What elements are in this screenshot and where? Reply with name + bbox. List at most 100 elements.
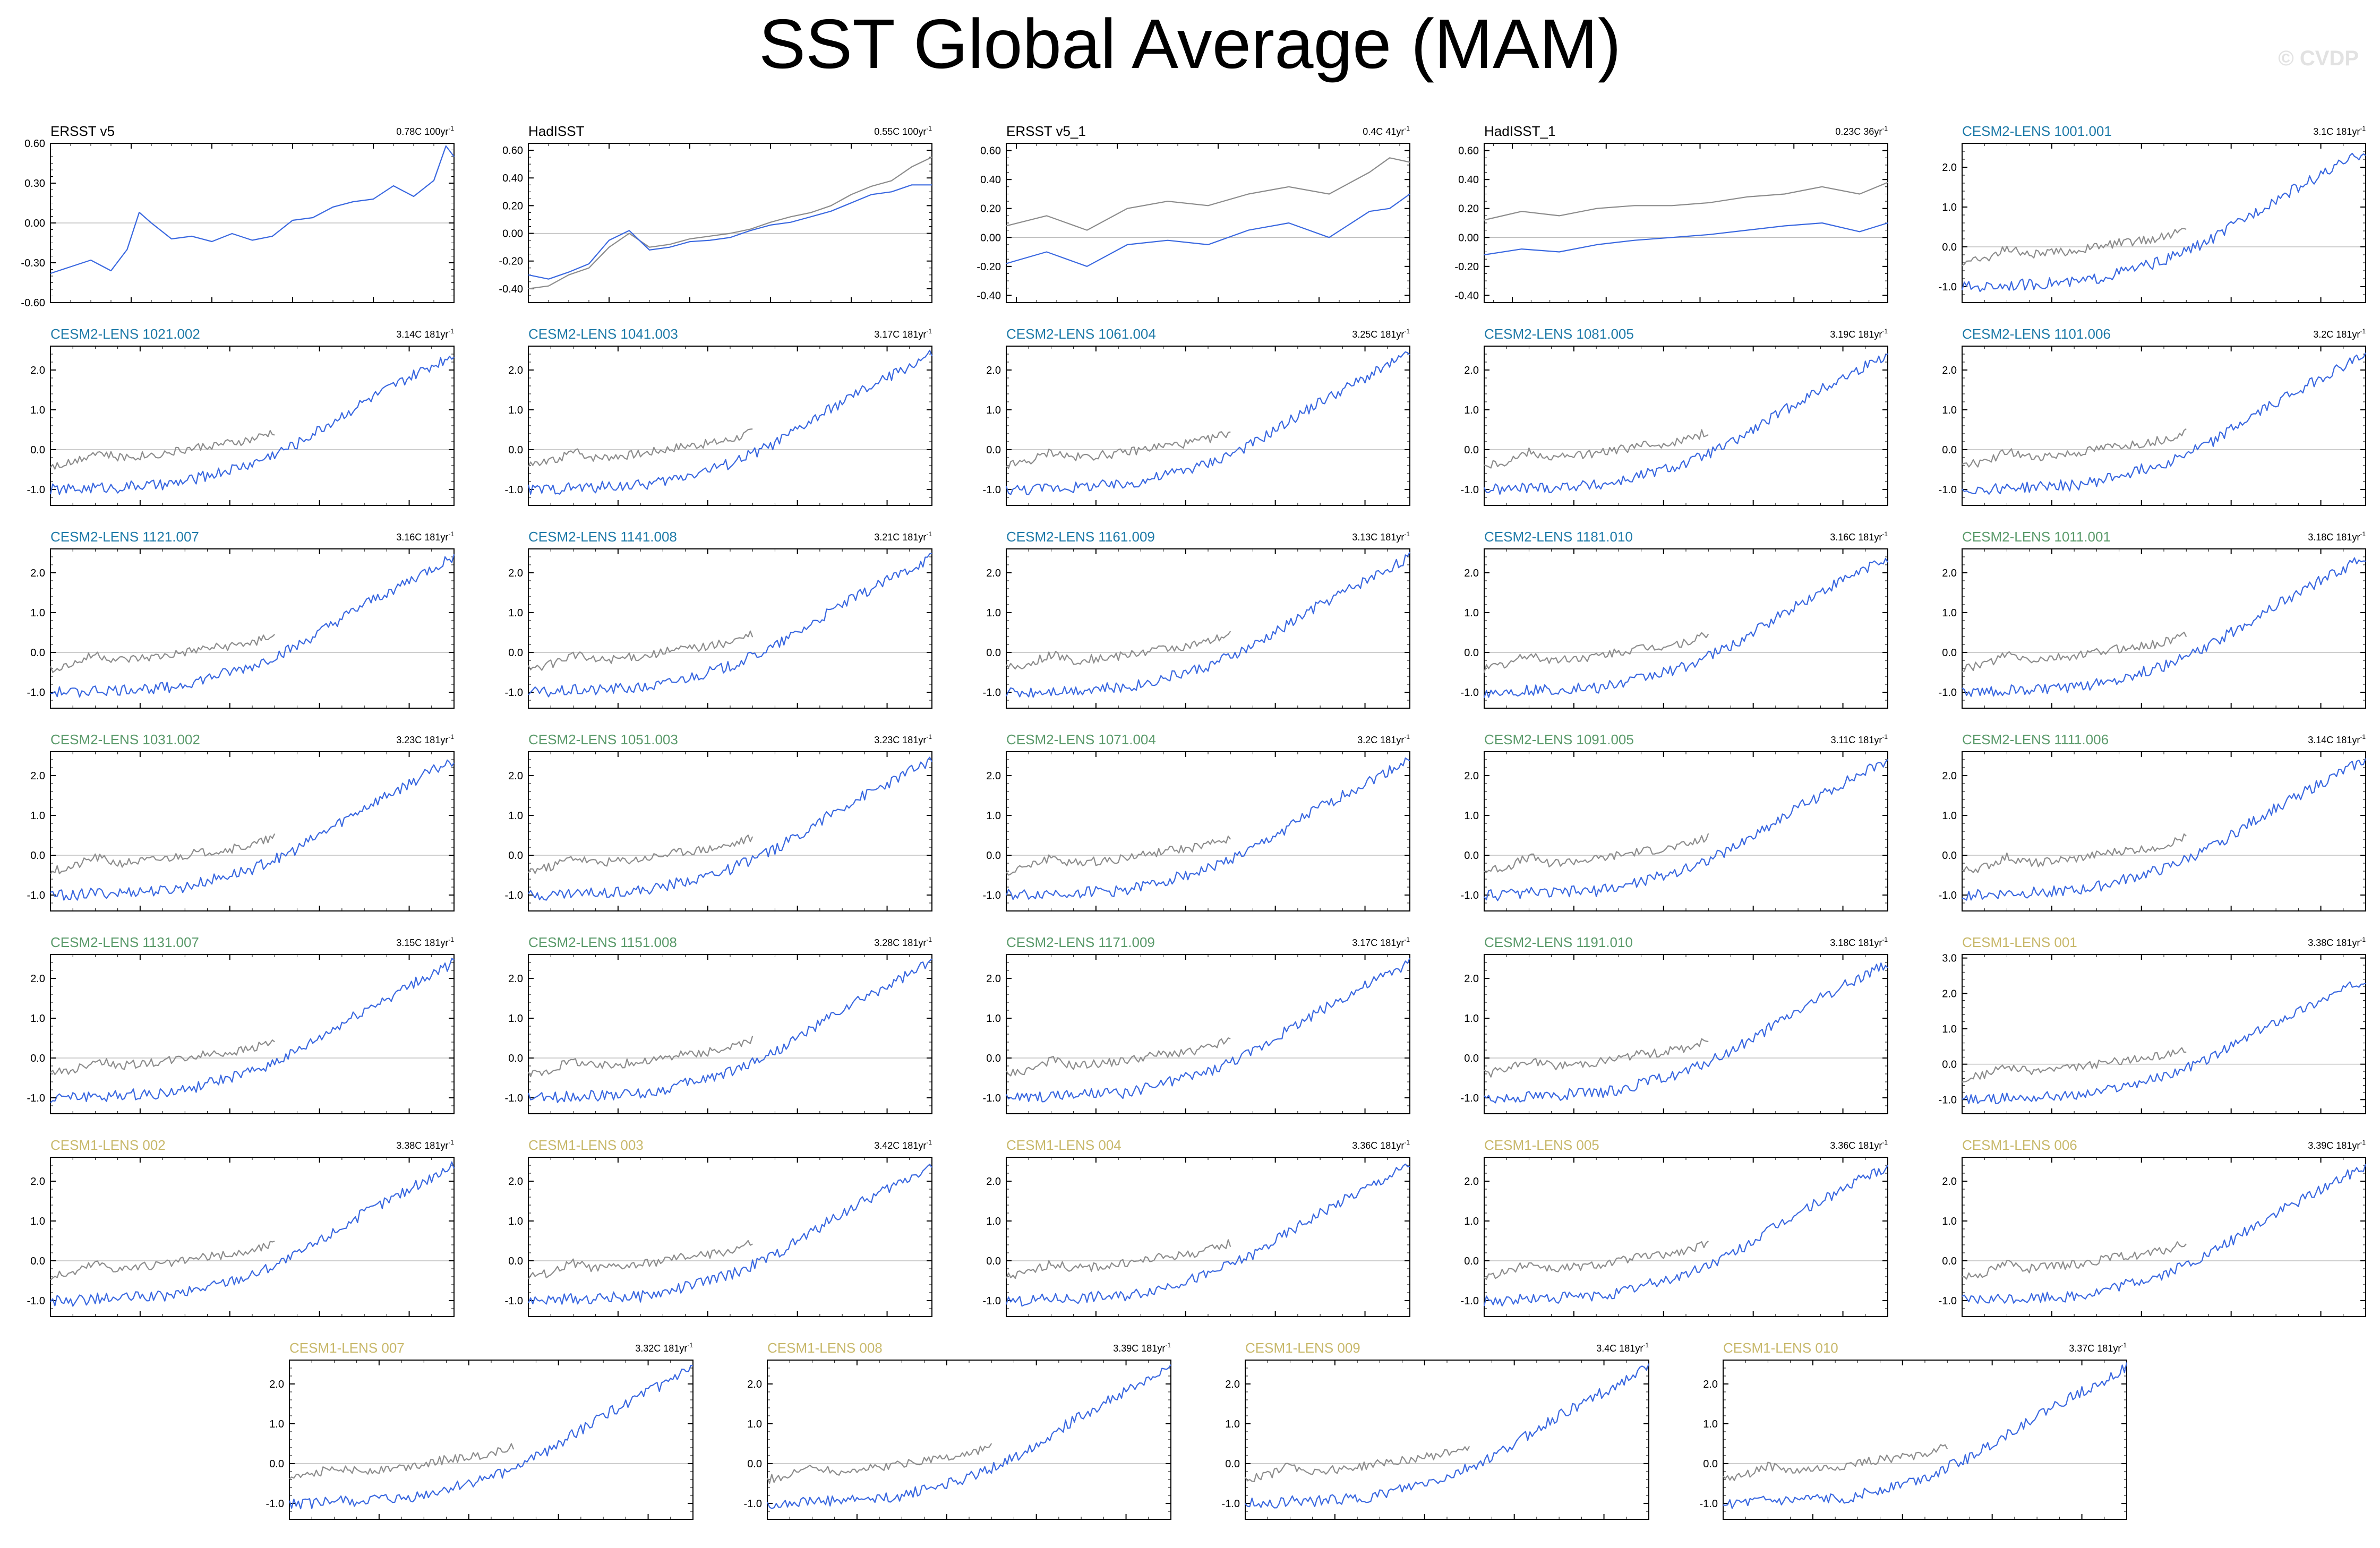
- y-tick-label: -1.0: [983, 687, 1001, 699]
- panel-trend: 3.2C 181yr-1: [2313, 328, 2366, 340]
- panel-trend: 0.55C 100yr-1: [874, 125, 932, 137]
- y-tick-label: -1.0: [983, 890, 1001, 901]
- y-tick-label: 1.0: [30, 607, 45, 619]
- chart-panel: CESM2-LENS 1191.010 3.18C 181yr-1 2.0 1.0 0.…: [1461, 934, 1888, 1114]
- panel-trend-exponent: -1: [2360, 125, 2366, 132]
- panel-trend: 3.17C 181yr-1: [874, 328, 932, 340]
- plot-frame: [528, 954, 932, 1114]
- panel-title: CESM1-LENS 003: [528, 1137, 644, 1153]
- observed-series-line: [1962, 1047, 2187, 1083]
- panel-trend: 3.37C 181yr-1: [2069, 1341, 2127, 1354]
- panel-trend: 3.18C 181yr-1: [1830, 936, 1888, 948]
- panel-title: ERSST v5_1: [1006, 123, 1086, 139]
- y-tick-label: -1.0: [1222, 1498, 1240, 1510]
- y-tick-label: 1.0: [30, 1216, 45, 1227]
- plot-frame: [1484, 1157, 1888, 1317]
- y-tick-label: 2.0: [1942, 162, 1957, 174]
- model-series-line: [527, 958, 932, 1103]
- plot-frame: [50, 548, 455, 709]
- panel-trend: 3.19C 181yr-1: [1830, 328, 1888, 340]
- chart-panel: CESM2-LENS 1171.009 3.17C 181yr-1 2.0 1.0 0.…: [983, 934, 1411, 1114]
- chart-panel: CESM2-LENS 1101.006 3.2C 181yr-1 2.0 1.0 0.0…: [1939, 326, 2366, 506]
- y-tick-label: 1.0: [508, 607, 523, 619]
- y-tick-label: 0.0: [1225, 1458, 1240, 1470]
- y-tick-label: 0.0: [1703, 1458, 1718, 1470]
- plot-frame: [1962, 346, 2366, 506]
- y-tick-label: 2.0: [1464, 770, 1479, 782]
- y-tick-label: 2.0: [986, 365, 1001, 376]
- model-series-line: [1961, 152, 2366, 293]
- plot-frame: [528, 548, 932, 709]
- y-tick-label: 2.0: [508, 1176, 523, 1188]
- y-tick-label: -1.0: [983, 1093, 1001, 1104]
- y-tick-label: -0.30: [21, 257, 45, 269]
- model-series-line: [50, 1161, 455, 1307]
- plot-frame: [1006, 751, 1410, 911]
- y-tick-label: -1.0: [1939, 484, 1957, 496]
- y-tick-label: -1.0: [983, 1295, 1001, 1307]
- plot-frame: [50, 346, 455, 506]
- panel-trend: 3.11C 181yr-1: [1831, 733, 1888, 745]
- y-tick-label: 0.0: [1464, 1255, 1479, 1267]
- y-tick-label: -1.0: [27, 890, 45, 901]
- y-tick-label: 0.0: [1464, 647, 1479, 659]
- panel-title: CESM1-LENS 007: [289, 1340, 405, 1356]
- y-tick-label: 2.0: [508, 770, 523, 782]
- y-tick-label: 0.0: [986, 647, 1001, 659]
- panel-trend-exponent: -1: [448, 1139, 454, 1146]
- panel-trend-exponent: -1: [926, 1139, 932, 1146]
- y-tick-label: 0.60: [24, 138, 45, 150]
- panel-title: CESM2-LENS 1121.007: [50, 529, 199, 545]
- chart-panel: CESM2-LENS 1071.004 3.2C 181yr-1 2.0 1.0 0.0…: [983, 732, 1410, 911]
- y-tick-label: -1.0: [266, 1498, 284, 1510]
- y-tick-label: 2.0: [986, 1176, 1001, 1188]
- panel-trend: 3.38C 181yr-1: [396, 1139, 454, 1151]
- panel-title: CESM2-LENS 1191.010: [1484, 934, 1633, 950]
- y-tick-label: 1.0: [986, 810, 1001, 822]
- panel-title: CESM2-LENS 1081.005: [1484, 326, 1634, 342]
- y-tick-label: -0.40: [977, 290, 1001, 302]
- model-series-line: [1962, 352, 2366, 495]
- plot-frame: [528, 1157, 932, 1317]
- panel-title: CESM1-LENS 008: [767, 1340, 883, 1356]
- chart-panel: CESM2-LENS 1161.009 3.13C 181yr-1 2.0 1.0 0.…: [983, 529, 1410, 709]
- y-tick-label: 2.0: [1703, 1379, 1718, 1390]
- plot-frame: [1484, 346, 1888, 506]
- panel-title: CESM2-LENS 1131.007: [50, 934, 199, 950]
- observed-series-line: [528, 630, 754, 671]
- model-series-line: [1005, 351, 1410, 495]
- plot-frame: [50, 1157, 455, 1317]
- panel-trend: 3.36C 181yr-1: [1830, 1139, 1888, 1151]
- y-tick-label: 0.40: [502, 173, 523, 184]
- chart-panel: CESM1-LENS 007 3.32C 181yr-1 2.0 1.0 0.0 -1.0…: [266, 1340, 694, 1520]
- panel-trend-exponent: -1: [1404, 530, 1410, 538]
- plot-frame: [50, 751, 455, 911]
- y-tick-label: 1.0: [30, 810, 45, 822]
- observed-series-line: [50, 833, 276, 874]
- plot-frame: [1484, 751, 1888, 911]
- page-title: SST Global Average (MAM): [759, 5, 1621, 83]
- plot-frame: [1006, 548, 1410, 709]
- panel-trend: 3.39C 181yr-1: [2308, 1139, 2366, 1151]
- watermark: © CVDP: [2278, 47, 2359, 70]
- y-tick-label: 2.0: [30, 365, 45, 376]
- observed-series-line: [528, 428, 753, 467]
- panel-title: HadISST_1: [1484, 123, 1555, 139]
- y-tick-label: 1.0: [1464, 1216, 1479, 1227]
- plot-frame: [1484, 143, 1888, 303]
- model-series-line: [1005, 757, 1410, 900]
- panel-title: CESM2-LENS 1071.004: [1006, 732, 1156, 747]
- panel-title: CESM1-LENS 004: [1006, 1137, 1121, 1153]
- model-series-line: [50, 554, 455, 698]
- plot-frame: [1006, 346, 1410, 506]
- panel-trend-exponent: -1: [448, 733, 454, 741]
- plot-frame: [528, 143, 932, 303]
- y-tick-label: -1.0: [27, 1093, 45, 1104]
- panel-title: ERSST v5: [50, 123, 115, 139]
- panel-title: CESM2-LENS 1111.006: [1962, 732, 2109, 747]
- y-tick-label: 0.0: [508, 647, 523, 659]
- panel-trend-exponent: -1: [448, 328, 454, 335]
- y-tick-label: -0.40: [1454, 290, 1479, 302]
- observed-series-line: [1006, 431, 1231, 469]
- observed-series-line: [1484, 182, 1888, 221]
